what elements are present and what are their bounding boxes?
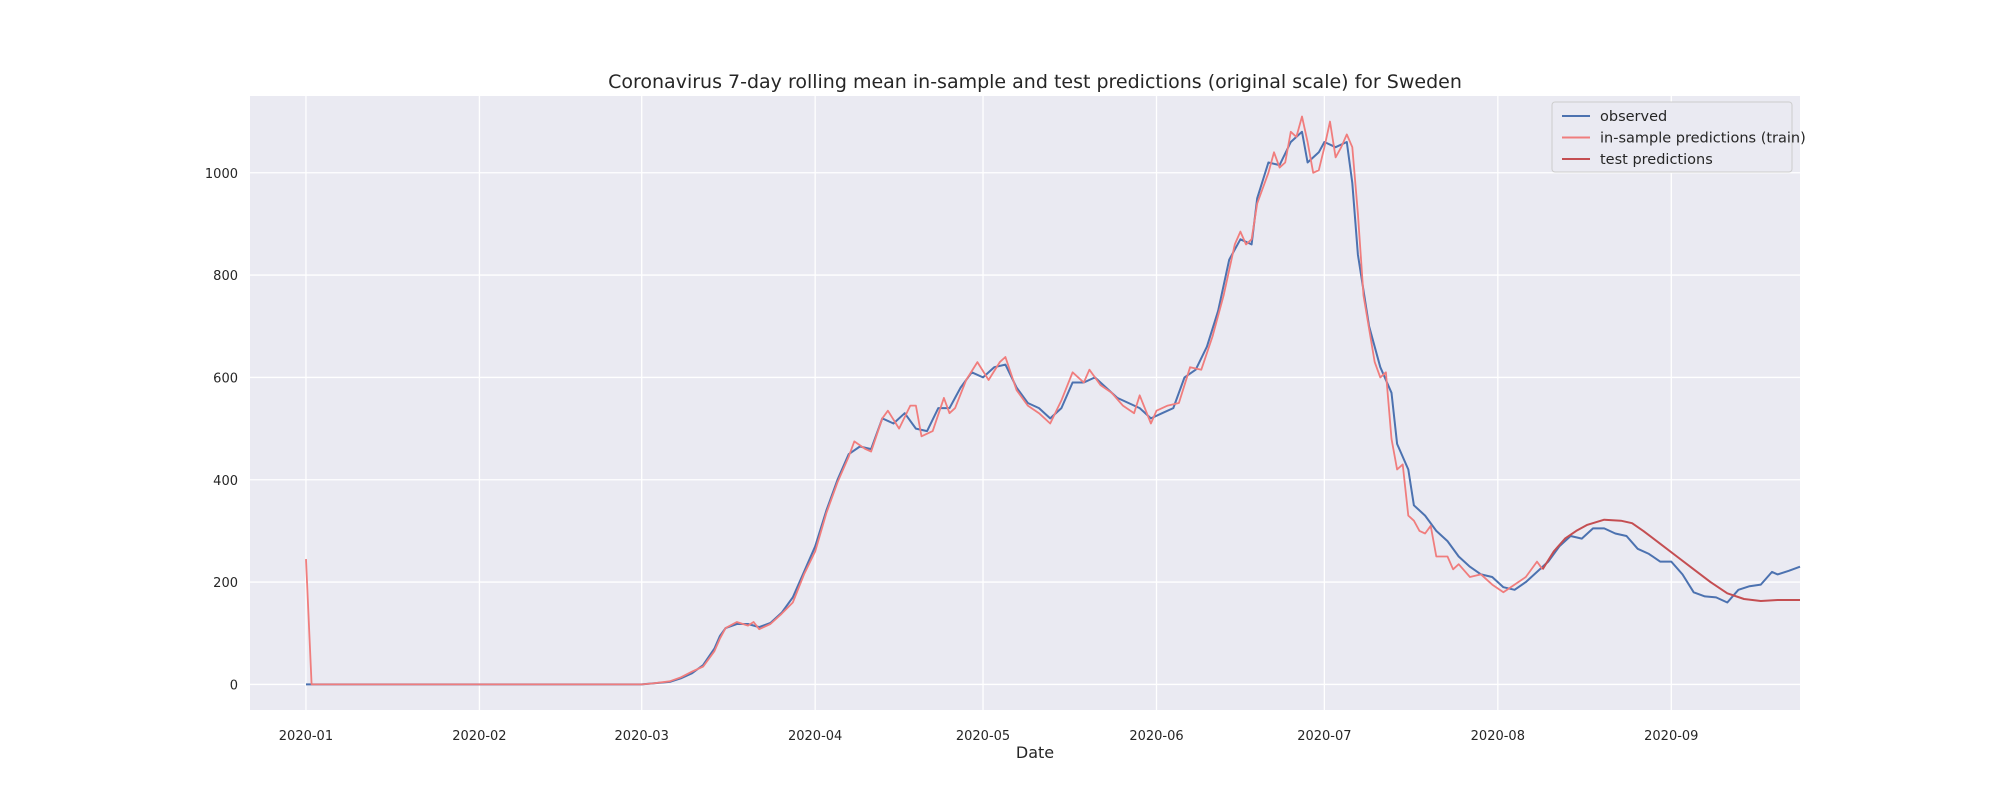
x-tick-label: 2020-02 [452, 729, 506, 744]
tick-labels: 2020-01 2020-02 2020-03 2020-04 2020-05 2020-… [205, 167, 1699, 744]
legend-entry: test predictions [1600, 152, 1713, 168]
legend: observed in-sample predictions (train) tes… [1551, 101, 1806, 173]
x-tick-label: 2020-05 [956, 729, 1010, 744]
x-tick-label: 2020-08 [1471, 729, 1525, 744]
series-line-1 [306, 130, 1801, 686]
x-tick-label: 2020-03 [615, 729, 669, 744]
y-tick-label: 800 [213, 269, 238, 284]
y-tick-label: 400 [213, 474, 238, 489]
legend-box [1551, 101, 1793, 173]
series-lines [305, 115, 1801, 686]
y-tick-label: 200 [213, 576, 238, 591]
y-tick-label: 1000 [205, 167, 238, 182]
x-tick-label: 2020-04 [788, 729, 842, 744]
chart-title: Coronavirus 7-day rolling mean in-sample… [608, 71, 1462, 93]
grid-lines [250, 96, 1800, 710]
x-tick-label: 2020-06 [1129, 729, 1183, 744]
series-line-2 [305, 115, 1544, 686]
legend-entry: observed [1600, 109, 1667, 125]
x-tick-label: 2020-09 [1644, 729, 1698, 744]
series-line-3 [1541, 518, 1800, 602]
x-tick-label: 2020-07 [1297, 729, 1351, 744]
x-axis-label: Date [1016, 743, 1054, 762]
y-tick-label: 0 [230, 678, 238, 693]
x-tick-label: 2020-01 [279, 729, 333, 744]
y-tick-label: 600 [213, 371, 238, 386]
legend-entry: in-sample predictions (train) [1600, 131, 1806, 147]
